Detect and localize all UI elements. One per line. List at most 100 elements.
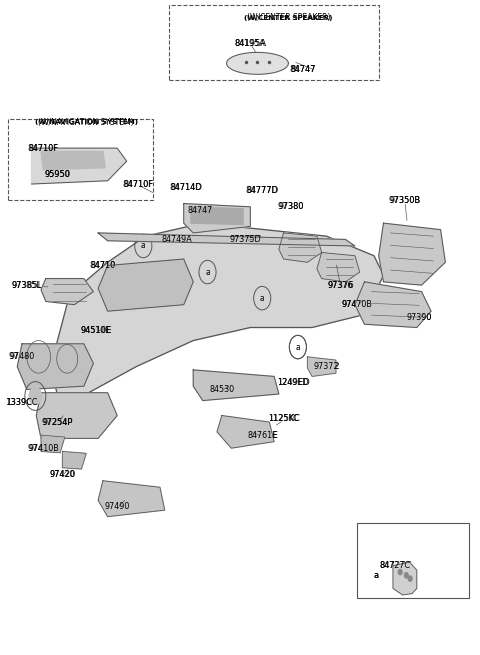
Text: 84777D: 84777D <box>246 186 279 195</box>
Text: 84747: 84747 <box>290 66 315 75</box>
Polygon shape <box>17 344 94 390</box>
Text: 94510E: 94510E <box>81 326 111 335</box>
Text: 84727C: 84727C <box>379 561 412 570</box>
Text: 94510E: 94510E <box>80 326 111 335</box>
Text: 97390: 97390 <box>406 313 432 322</box>
Text: 97470B: 97470B <box>341 300 373 309</box>
Polygon shape <box>98 233 355 246</box>
Text: 84747: 84747 <box>187 206 214 215</box>
Text: 97480: 97480 <box>10 352 35 362</box>
Text: 97350B: 97350B <box>389 196 421 205</box>
Polygon shape <box>393 562 417 595</box>
Text: 97490: 97490 <box>105 502 130 512</box>
Text: 84195A: 84195A <box>234 39 266 48</box>
Text: 97480: 97480 <box>9 352 36 362</box>
Text: 84761E: 84761E <box>247 430 277 440</box>
Text: 84530: 84530 <box>208 385 235 394</box>
Text: 84710F: 84710F <box>124 179 154 189</box>
Text: 84777D: 84777D <box>246 186 278 195</box>
Text: 1339CC: 1339CC <box>6 398 38 407</box>
Text: a: a <box>141 242 146 250</box>
Text: 97470B: 97470B <box>342 300 373 309</box>
Polygon shape <box>355 282 431 328</box>
Polygon shape <box>279 233 322 262</box>
Text: (W/NAVIGATION SYSTEM): (W/NAVIGATION SYSTEM) <box>35 119 138 125</box>
Polygon shape <box>32 148 127 184</box>
Text: 84749A: 84749A <box>160 235 193 244</box>
Text: 97375D: 97375D <box>229 235 262 244</box>
Text: 97390: 97390 <box>407 313 432 322</box>
Text: (W/CENTER SPEAKER): (W/CENTER SPEAKER) <box>247 13 330 22</box>
Text: (W/NAVIGATION SYSTEM): (W/NAVIGATION SYSTEM) <box>38 117 134 126</box>
Polygon shape <box>36 393 117 438</box>
Text: 84710: 84710 <box>90 261 116 270</box>
Text: 97420: 97420 <box>50 470 75 479</box>
Text: 84710F: 84710F <box>29 143 58 153</box>
Text: a: a <box>141 242 146 250</box>
Text: 97376: 97376 <box>327 280 354 290</box>
Text: 95950: 95950 <box>45 170 71 179</box>
Text: 95950: 95950 <box>45 170 71 179</box>
Bar <box>169 5 379 80</box>
Text: 97490: 97490 <box>104 502 131 512</box>
Polygon shape <box>50 223 384 405</box>
Text: 84710F: 84710F <box>28 143 59 153</box>
Circle shape <box>29 388 42 404</box>
Bar <box>8 119 153 200</box>
Text: 1125KC: 1125KC <box>268 415 300 423</box>
Text: 97410B: 97410B <box>28 443 59 453</box>
Text: 84747: 84747 <box>289 66 316 75</box>
Polygon shape <box>41 435 65 453</box>
Bar <box>357 523 469 598</box>
Text: a: a <box>205 267 210 276</box>
Text: 97350B: 97350B <box>389 196 420 205</box>
Polygon shape <box>217 415 274 448</box>
Polygon shape <box>193 370 279 401</box>
Polygon shape <box>41 151 105 170</box>
Text: 97380: 97380 <box>277 202 304 212</box>
Text: a: a <box>296 343 300 352</box>
Text: 84530: 84530 <box>209 385 234 394</box>
Text: a: a <box>260 293 264 303</box>
Text: 97254P: 97254P <box>43 418 73 426</box>
Polygon shape <box>98 259 193 311</box>
Text: 84747: 84747 <box>188 206 213 215</box>
Text: 1249ED: 1249ED <box>277 379 310 388</box>
Text: 97254P: 97254P <box>42 418 73 426</box>
Text: 84714D: 84714D <box>169 183 203 192</box>
Circle shape <box>398 569 402 574</box>
Text: a: a <box>374 571 379 580</box>
Text: a: a <box>296 343 300 352</box>
Text: 97376: 97376 <box>328 280 353 290</box>
Text: 84714D: 84714D <box>170 183 202 192</box>
Polygon shape <box>98 481 165 517</box>
Text: 97375D: 97375D <box>230 235 262 244</box>
Text: 1125KC: 1125KC <box>268 415 299 423</box>
Polygon shape <box>227 52 288 74</box>
Text: a: a <box>260 293 264 303</box>
Polygon shape <box>41 278 94 305</box>
Text: (W/CENTER SPEAKER): (W/CENTER SPEAKER) <box>244 14 333 21</box>
Polygon shape <box>62 451 86 469</box>
Circle shape <box>408 576 412 581</box>
Text: 97410B: 97410B <box>27 443 60 453</box>
Text: 97420: 97420 <box>49 470 76 479</box>
Text: 1249ED: 1249ED <box>277 379 309 388</box>
Text: 84761E: 84761E <box>246 430 278 440</box>
Polygon shape <box>379 223 445 285</box>
Text: 84710F: 84710F <box>123 179 154 189</box>
Text: 97380: 97380 <box>278 202 303 212</box>
Text: a: a <box>374 571 379 580</box>
Text: 97385L: 97385L <box>12 280 42 290</box>
Text: a: a <box>205 267 210 276</box>
Polygon shape <box>307 357 336 377</box>
Text: 1339CC: 1339CC <box>6 398 38 407</box>
Polygon shape <box>317 252 360 282</box>
Text: 84749A: 84749A <box>161 235 192 244</box>
Text: 84727C: 84727C <box>380 561 411 570</box>
Text: 84710: 84710 <box>90 261 116 270</box>
Polygon shape <box>184 204 251 233</box>
Text: 97372: 97372 <box>313 362 340 371</box>
Text: 84195A: 84195A <box>235 39 266 48</box>
Text: 97385L: 97385L <box>11 280 42 290</box>
